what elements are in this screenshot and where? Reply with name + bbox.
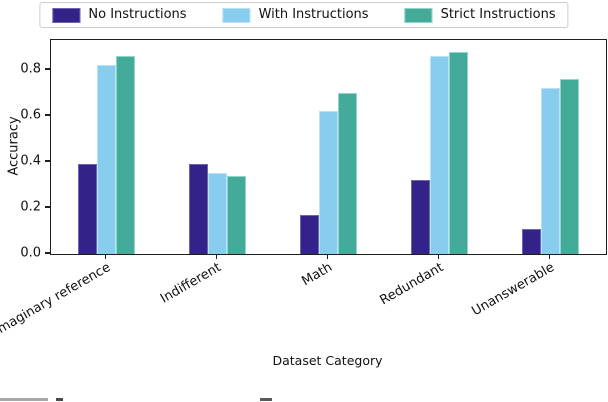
bar: [338, 92, 357, 254]
legend-swatch-no-instructions: [52, 7, 81, 23]
plot-area: [50, 39, 607, 255]
legend-swatch-strict-instructions: [404, 7, 433, 23]
legend-label: No Instructions: [88, 7, 187, 22]
x-tick-label: Unanswerable: [469, 260, 557, 320]
y-tick-mark: [45, 68, 50, 70]
bar: [189, 164, 208, 254]
y-tick-label: 0.6: [20, 107, 41, 123]
legend-item-no-instructions: No Instructions: [52, 7, 187, 23]
cut-off-caption-fragment: [260, 398, 272, 401]
y-tick-mark: [45, 160, 50, 162]
x-tick-label: Redundant: [377, 260, 446, 309]
x-tick-label: Math: [299, 260, 335, 290]
legend: No Instructions With Instructions Strict…: [39, 2, 569, 28]
bar: [78, 164, 97, 254]
y-tick-label: 0.8: [20, 61, 41, 77]
y-tick-mark: [45, 206, 50, 208]
bar: [411, 180, 430, 254]
bar: [541, 88, 560, 254]
y-tick-mark: [45, 114, 50, 116]
bar: [208, 173, 227, 254]
x-tick-label: Indifferent: [158, 260, 224, 307]
legend-swatch-with-instructions: [222, 7, 251, 23]
cut-off-caption-fragment: [56, 398, 63, 401]
legend-label: With Instructions: [258, 7, 369, 22]
bar: [430, 56, 449, 254]
x-tick-mark: [437, 254, 440, 259]
bar: [560, 79, 579, 254]
y-tick-label: 0.4: [20, 153, 41, 169]
bar: [97, 65, 116, 254]
legend-item-with-instructions: With Instructions: [222, 7, 369, 23]
bar: [522, 228, 541, 254]
y-tick-label: 0.0: [20, 245, 41, 261]
legend-label: Strict Instructions: [440, 7, 556, 22]
bar: [227, 175, 246, 254]
bar: [116, 56, 135, 254]
bar: [300, 214, 319, 254]
cut-off-caption-fragment: [0, 398, 48, 401]
x-tick-mark: [215, 254, 218, 259]
x-tick-label: Imaginary reference: [0, 260, 113, 339]
x-axis-title: Dataset Category: [272, 353, 383, 368]
bar: [319, 111, 338, 254]
y-tick-label: 0.2: [20, 199, 41, 215]
x-tick-mark: [104, 254, 107, 259]
x-tick-mark: [326, 254, 329, 259]
y-tick-mark: [45, 252, 50, 254]
legend-item-strict-instructions: Strict Instructions: [404, 7, 556, 23]
x-tick-mark: [548, 254, 551, 259]
bar: [449, 51, 468, 254]
